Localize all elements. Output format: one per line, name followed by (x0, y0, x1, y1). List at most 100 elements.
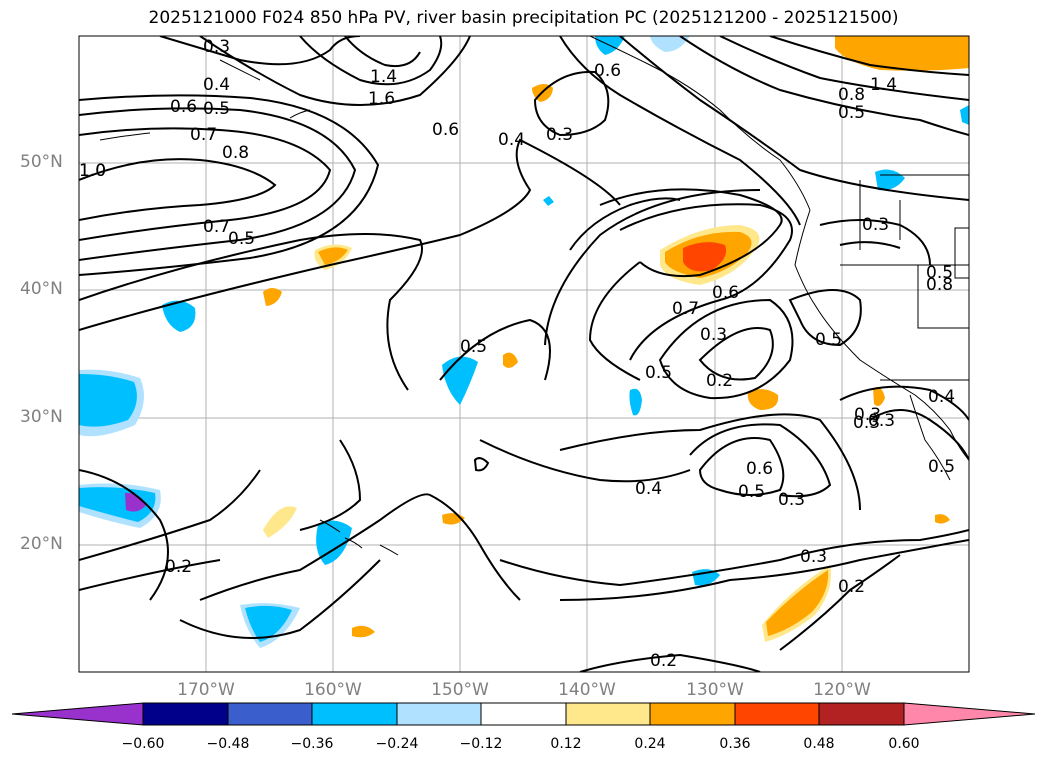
contour-label: 0.2 (706, 371, 733, 391)
precip-positive-area (263, 288, 282, 306)
precip-negative-area (79, 374, 137, 427)
contour-label: 1.4 (870, 75, 897, 95)
contour-label: 0.3 (854, 405, 881, 425)
colorbar-bin (311, 702, 398, 726)
lon-label-140w: 140°W (558, 680, 616, 700)
precip-shading (79, 36, 969, 648)
precip-negative-area (442, 356, 478, 405)
contour-label: 0.3 (862, 215, 889, 235)
contour-label: 0.3 (700, 325, 727, 345)
contour-label: 0.5 (460, 337, 487, 357)
contour-label: 0.3 (203, 37, 230, 57)
contour-label: 0.7 (672, 299, 699, 319)
lat-label-30n: 30°N (20, 407, 63, 427)
contour-label: 0.3 (800, 547, 827, 567)
contour-label: 0.5 (928, 457, 955, 477)
coastlines (99, 36, 969, 556)
lat-label-50n: 50°N (20, 152, 63, 172)
lon-label-120w: 120°W (813, 680, 871, 700)
lon-label-130w: 130°W (686, 680, 744, 700)
colorbar-bin (818, 702, 905, 726)
precip-positive-area (263, 506, 297, 538)
precip-positive-area (835, 36, 969, 71)
contour-label: 0.6 (170, 97, 197, 117)
contour-label: 0.8 (838, 85, 865, 105)
colorbar-tick-label: −0.24 (375, 736, 419, 752)
precip-positive-area (935, 514, 950, 524)
colorbar-tick-label: −0.60 (121, 736, 165, 752)
contour-label: 0.3 (778, 490, 805, 510)
precip-positive-area (766, 570, 829, 636)
precip-positive-area (747, 389, 779, 410)
contour-label: 0.3 (853, 413, 880, 433)
contour-label: 0.2 (838, 577, 865, 597)
contour-label: 0.5 (228, 229, 255, 249)
contour-label: 0.6 (594, 61, 621, 81)
contour-label: 0.4 (498, 130, 525, 150)
contour-label: 0.8 (222, 143, 249, 163)
colorbar-tick-label: −0.36 (290, 736, 334, 752)
colorbar-extend-high (903, 702, 1036, 726)
precip-negative-area (162, 300, 196, 332)
precip-positive-area (352, 625, 375, 638)
lon-label-170w: 170°W (177, 680, 235, 700)
precip-positive-area (318, 247, 348, 265)
lat-label-40n: 40°N (20, 279, 63, 299)
contour-label: 0.8 (926, 275, 953, 295)
colorbar-bin (649, 702, 736, 726)
colorbar-tick-label: 0.36 (719, 736, 751, 752)
contour-label: 0.5 (738, 482, 765, 502)
contour-label: 0.2 (650, 651, 677, 671)
precip-positive-area (503, 352, 518, 368)
precip-positive-area (873, 387, 885, 406)
contour-label: 0.5 (645, 363, 672, 383)
colorbar-tick-label: 0.24 (634, 736, 666, 752)
contour-label: 0.5 (926, 263, 953, 283)
map-frame (78, 35, 970, 673)
contour-label: 0.5 (203, 99, 230, 119)
colorbar (11, 702, 1036, 726)
gridlines (79, 36, 969, 672)
colorbar-tick-label: 0.60 (888, 736, 920, 752)
colorbar-tick-label: 0.12 (550, 736, 582, 752)
colorbar-bin (734, 702, 820, 726)
colorbar-extend-low (11, 702, 144, 726)
lon-label-160w: 160°W (304, 680, 362, 700)
lat-label-20n: 20°N (20, 534, 63, 554)
precip-negative-area (245, 605, 292, 642)
figure-title: 2025121000 F024 850 hPa PV, river basin … (148, 8, 899, 28)
colorbar-tick-label: −0.12 (459, 736, 503, 752)
precip-strong-negative-area (125, 492, 146, 512)
contour-label: 0.5 (838, 103, 865, 123)
colorbar-tick-label: −0.48 (206, 736, 250, 752)
precip-negative-area (960, 105, 969, 125)
lon-label-150w: 150°W (431, 680, 489, 700)
contour-label: 0.6 (712, 283, 739, 303)
contour-label: 0.3 (868, 411, 895, 431)
contour-label: 0.4 (928, 387, 955, 407)
contour-label: 0.7 (190, 125, 217, 145)
contour-label: 1.0 (79, 161, 106, 181)
contour-label: 0.4 (635, 479, 662, 499)
colorbar-bin (227, 702, 313, 726)
contour-label: 0.5 (815, 330, 842, 350)
contour-label: 0.6 (746, 459, 773, 479)
colorbar-bin (142, 702, 229, 726)
contour-label: 0.7 (203, 217, 230, 237)
precip-negative-area (629, 388, 642, 416)
colorbar-bin (565, 702, 651, 726)
contour-label: 0.3 (546, 125, 573, 145)
colorbar-tick-label: 0.48 (803, 736, 835, 752)
contour-label: 1.0 (79, 161, 106, 181)
precip-negative-area (650, 36, 690, 52)
precip-negative-area (316, 520, 352, 565)
precip-negative-area (875, 169, 905, 191)
colorbar-bin (396, 702, 482, 726)
contour-label: 0.4 (203, 75, 230, 95)
contour-label: 1.4 (370, 67, 397, 87)
contour-label: 0.6 (432, 120, 459, 140)
precip-negative-area (543, 196, 554, 206)
colorbar-bin (480, 702, 567, 726)
contour-labels: 0.3 0.4 0.5 0.6 0.7 0.8 1.0 1.4 1.6 1.4 … (79, 37, 955, 671)
